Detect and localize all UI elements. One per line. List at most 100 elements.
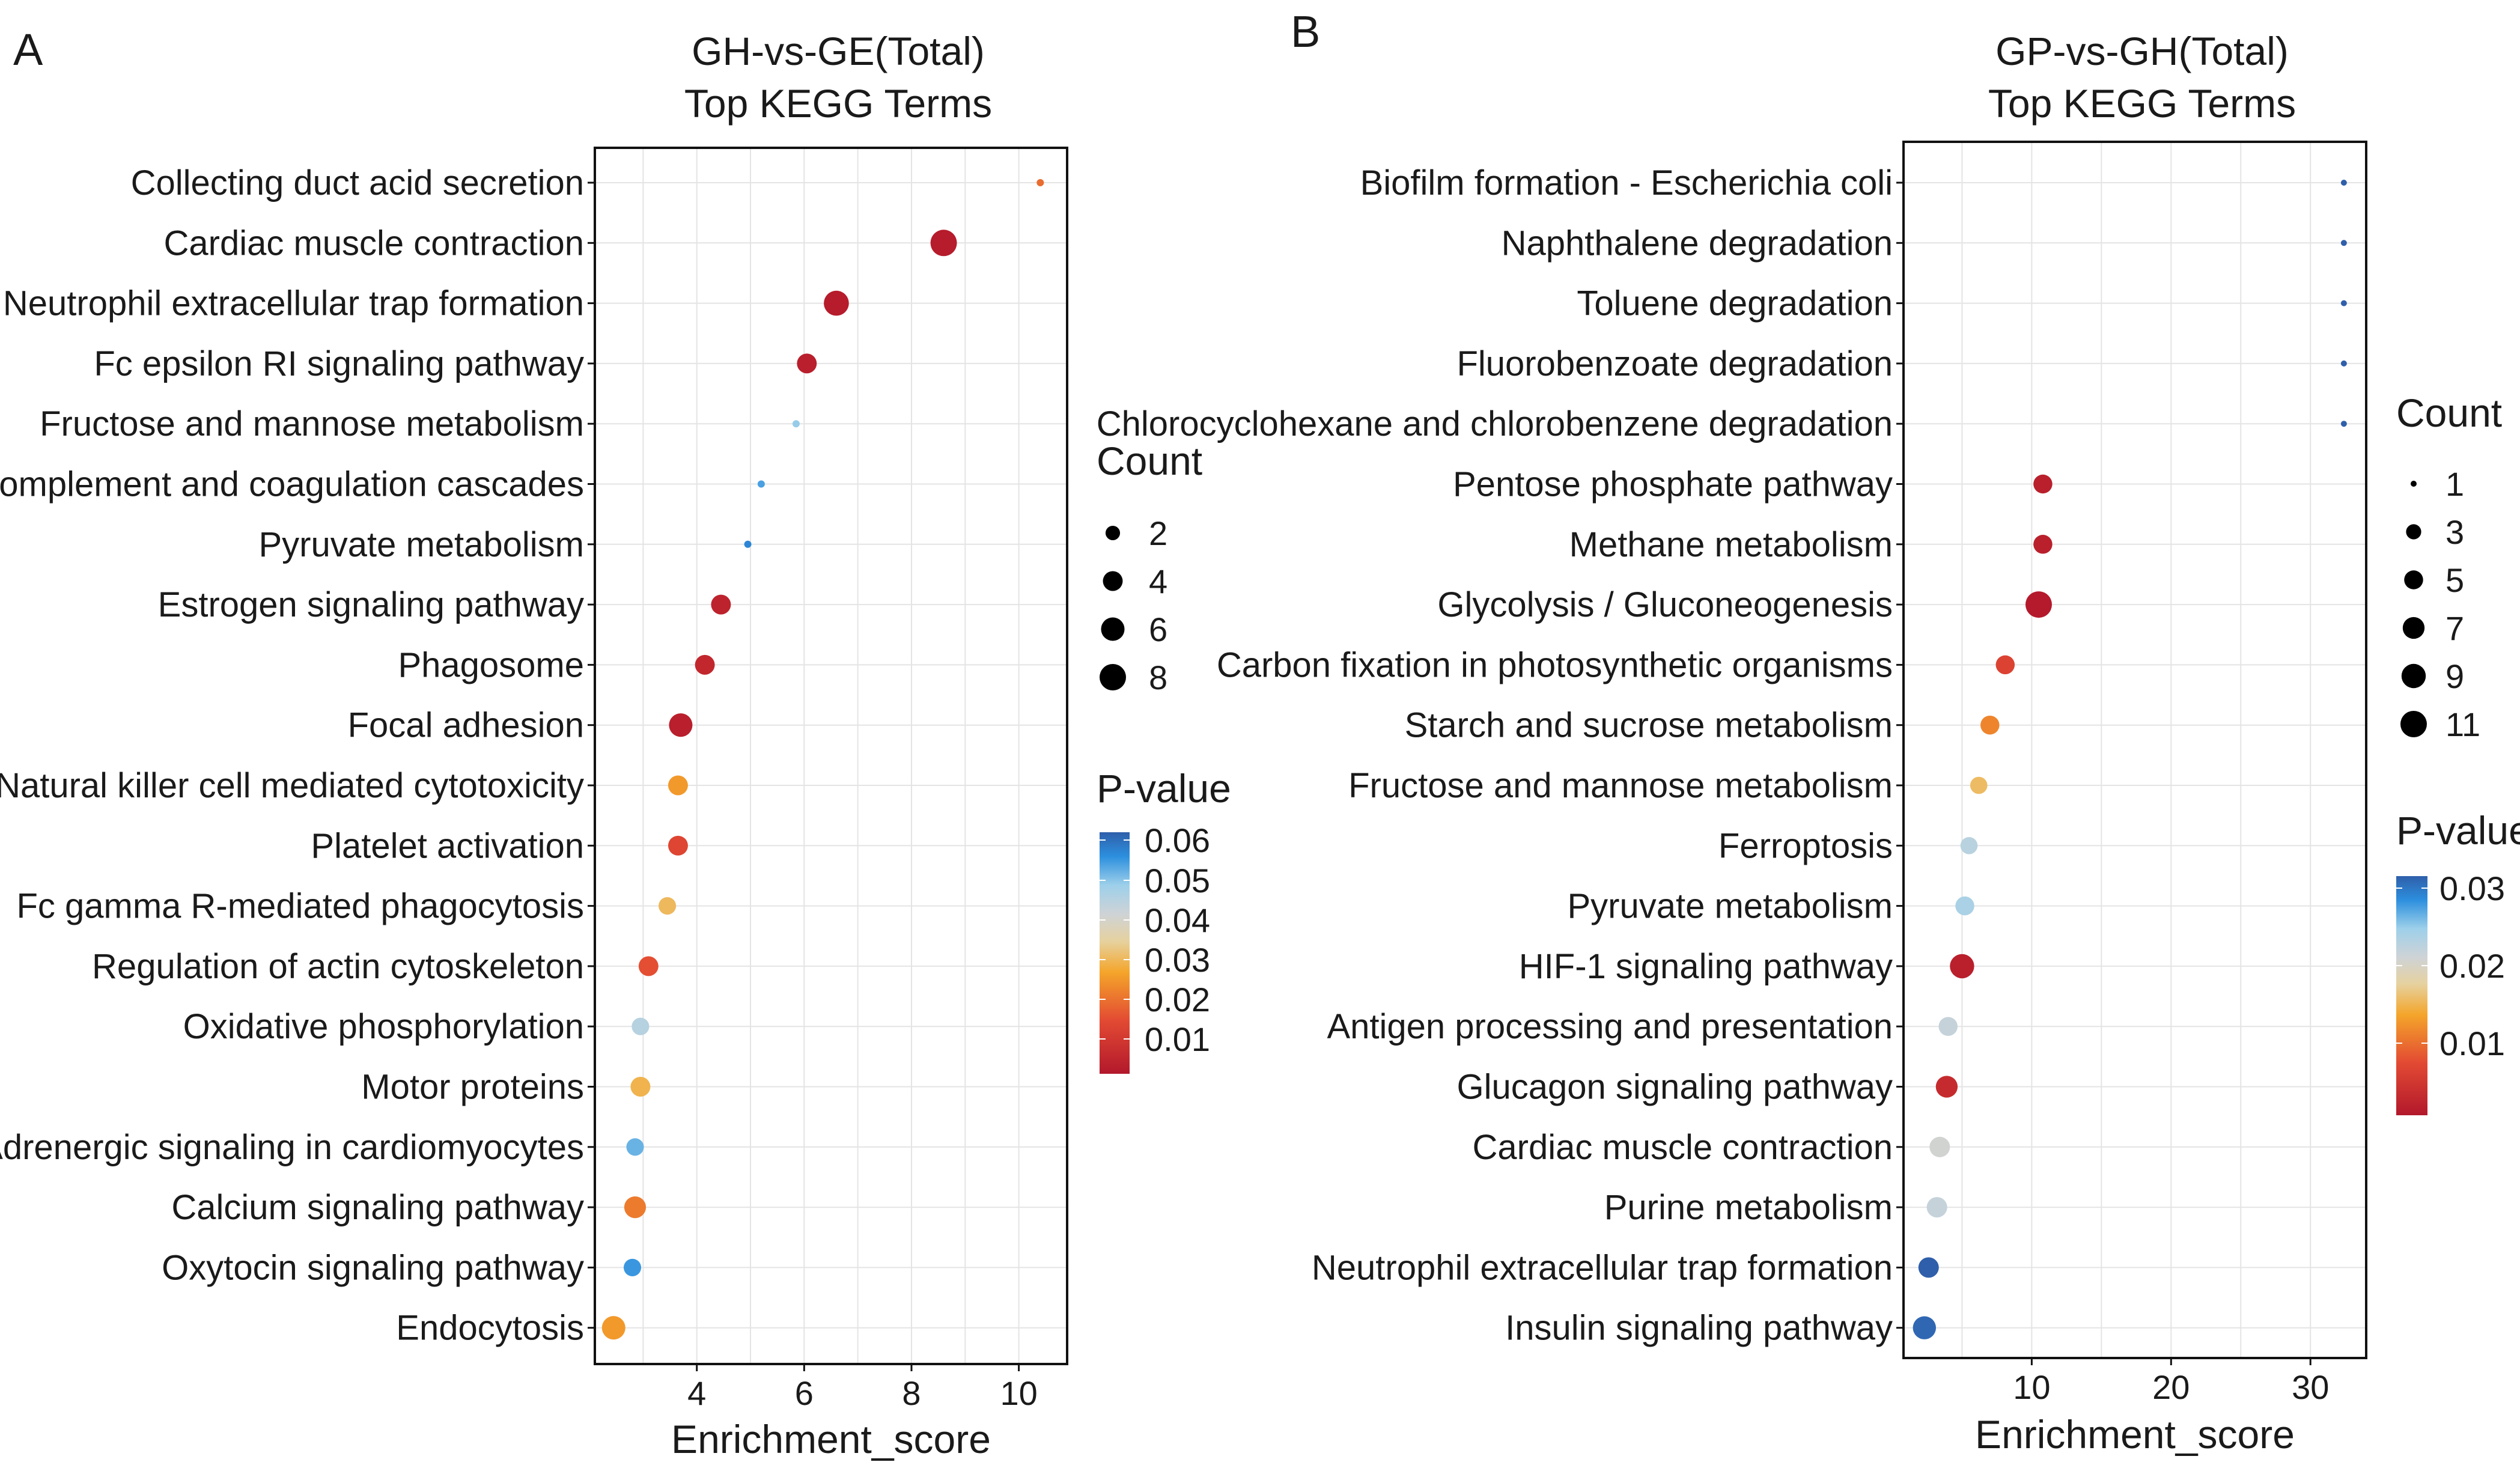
data-point xyxy=(1918,1257,1939,1278)
term-label: Purine metabolism xyxy=(1604,1188,1893,1227)
x-tick-label: 10 xyxy=(1000,1374,1037,1412)
size-legend-label: 9 xyxy=(2445,657,2464,695)
data-point xyxy=(930,230,957,257)
term-label: Adrenergic signaling in cardiomyocytes xyxy=(0,1128,584,1167)
color-legend-title: P-value xyxy=(2396,808,2520,853)
term-label: Neutrophil extracellular trap formation xyxy=(3,284,584,323)
size-legend-label: 1 xyxy=(2445,465,2464,503)
term-label: Motor proteins xyxy=(361,1068,584,1107)
size-legend-label: 8 xyxy=(1149,659,1167,696)
term-label: Complement and coagulation cascades xyxy=(0,465,584,504)
points xyxy=(1913,180,2347,1339)
data-point xyxy=(669,713,693,737)
data-point xyxy=(744,540,752,548)
size-legend-title: Count xyxy=(2396,391,2502,435)
x-axis-ticks: 10 20 30 xyxy=(2013,1358,2329,1406)
size-legend-dot xyxy=(1100,664,1126,690)
term-label: Fructose and mannose metabolism xyxy=(40,404,584,443)
colorbar-tick-label: 0.06 xyxy=(1145,821,1210,859)
data-point xyxy=(792,420,800,428)
term-label: Regulation of actin cytoskeleton xyxy=(92,947,584,986)
x-tick-label: 10 xyxy=(2013,1368,2050,1406)
data-point xyxy=(824,290,849,316)
data-point xyxy=(2340,180,2347,186)
grid xyxy=(595,148,1067,1364)
data-point xyxy=(626,1138,644,1156)
term-label: Insulin signaling pathway xyxy=(1505,1309,1893,1348)
x-tick-label: 30 xyxy=(2292,1368,2329,1406)
chart-subtitle: Top KEGG Terms xyxy=(684,81,992,126)
size-legend-title: Count xyxy=(1097,439,1202,483)
x-tick-label: 20 xyxy=(2152,1368,2190,1406)
term-label: Methane metabolism xyxy=(1569,525,1893,564)
term-label: Fc epsilon RI signaling pathway xyxy=(94,344,584,383)
size-legend-label: 4 xyxy=(1149,562,1167,600)
term-label: Fructose and mannose metabolism xyxy=(1348,766,1893,805)
term-label: Antigen processing and presentation xyxy=(1327,1007,1893,1046)
size-legend: Count 1 3 5 7 9 11 xyxy=(2396,391,2502,743)
data-point xyxy=(2340,360,2347,367)
colorbar-tick-label: 0.03 xyxy=(2439,869,2505,907)
x-axis-ticks: 4 6 8 10 xyxy=(687,1364,1038,1412)
term-label: Carbon fixation in photosynthetic organi… xyxy=(1217,645,1893,684)
size-legend-label: 2 xyxy=(1149,514,1167,552)
size-legend-label: 3 xyxy=(2445,513,2464,551)
data-point xyxy=(624,1196,647,1219)
panel-b: B GP-vs-GH(Total) Top KEGG Terms Biofilm… xyxy=(1097,7,2520,1457)
grid xyxy=(1904,142,2366,1358)
x-tick-label: 8 xyxy=(902,1374,921,1412)
term-label: Biofilm formation - Escherichia coli xyxy=(1360,163,1893,203)
y-axis-labels: Collecting duct acid secretion Cardiac mu… xyxy=(0,163,595,1348)
term-label: HIF-1 signaling pathway xyxy=(1519,947,1893,986)
data-point xyxy=(668,835,688,856)
term-label: Naphthalene degradation xyxy=(1502,224,1893,263)
term-label: Fc gamma R-mediated phagocytosis xyxy=(16,887,584,926)
size-legend-label: 11 xyxy=(2445,705,2480,743)
data-point xyxy=(1036,179,1044,186)
x-tick-label: 4 xyxy=(687,1374,706,1412)
term-label: Pentose phosphate pathway xyxy=(1453,465,1893,504)
data-point xyxy=(1950,954,1974,979)
term-label: Natural killer cell mediated cytotoxicit… xyxy=(0,766,584,805)
data-point xyxy=(1938,1017,1958,1036)
points xyxy=(601,179,1044,1340)
data-point xyxy=(1995,655,2015,675)
color-legend: P-value 0.03 0.02 0.01 xyxy=(2396,808,2520,1115)
term-label: Cardiac muscle contraction xyxy=(1472,1128,1893,1167)
term-label: Pyruvate metabolism xyxy=(258,525,584,564)
data-point xyxy=(1935,1076,1958,1098)
term-label: Oxytocin signaling pathway xyxy=(162,1248,584,1287)
colorbar-tick-label: 0.02 xyxy=(1145,981,1210,1019)
size-legend-dot xyxy=(1101,617,1125,641)
colorbar xyxy=(1100,832,1130,1074)
plot-frame xyxy=(1902,141,2367,1359)
term-label: Estrogen signaling pathway xyxy=(158,585,584,624)
term-label: Glycolysis / Gluconeogenesis xyxy=(1437,585,1893,624)
colorbar-tick-label: 0.05 xyxy=(1145,862,1210,900)
data-point xyxy=(2025,591,2052,618)
data-point xyxy=(2340,300,2347,306)
x-tick-label: 6 xyxy=(795,1374,814,1412)
term-label: Oxidative phosphorylation xyxy=(183,1007,584,1046)
term-label: Endocytosis xyxy=(396,1309,584,1348)
y-axis-labels: Biofilm formation - Escherichia coli Naph… xyxy=(1097,163,1904,1348)
chart-title: GP-vs-GH(Total) xyxy=(1995,29,2289,73)
chart-title: GH-vs-GE(Total) xyxy=(692,29,985,73)
size-legend-dot xyxy=(1105,525,1121,541)
size-legend-dot xyxy=(2400,711,2427,737)
data-point xyxy=(1970,776,1988,794)
colorbar-tick-label: 0.02 xyxy=(2439,947,2505,985)
size-legend-dot xyxy=(2401,663,2426,689)
term-label: Starch and sucrose metabolism xyxy=(1405,706,1893,745)
colorbar-tick-label: 0.01 xyxy=(2439,1025,2505,1062)
colorbar-tick-label: 0.03 xyxy=(1145,941,1210,979)
term-label: Collecting duct acid secretion xyxy=(131,163,584,203)
plot-frame xyxy=(594,147,1068,1365)
term-label: Cardiac muscle contraction xyxy=(163,224,584,263)
data-point xyxy=(659,897,677,915)
size-legend-label: 5 xyxy=(2445,561,2464,599)
data-point xyxy=(2033,474,2053,494)
x-axis-label: Enrichment_score xyxy=(671,1417,991,1461)
term-label: Platelet activation xyxy=(311,826,584,865)
size-legend-dot xyxy=(1103,571,1123,591)
